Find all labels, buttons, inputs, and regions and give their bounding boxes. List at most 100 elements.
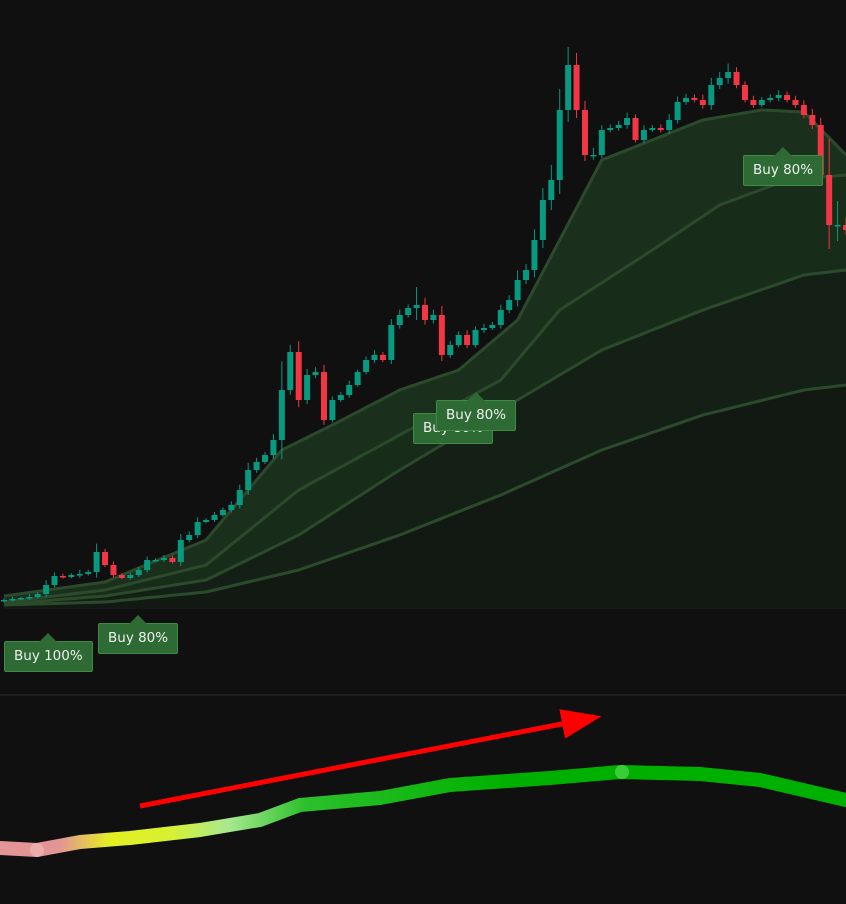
- candle-body: [624, 118, 631, 125]
- candlestick-series: [1, 47, 846, 603]
- candle: [699, 94, 706, 109]
- candle-body: [725, 72, 732, 78]
- candle-body: [278, 390, 285, 440]
- candle-body: [489, 325, 496, 328]
- candle-body: [674, 102, 681, 120]
- candle: [388, 319, 395, 364]
- buy-signal-label: Buy 80%: [436, 392, 517, 431]
- candle-body: [506, 300, 513, 310]
- candle-body: [388, 325, 395, 360]
- candle-body: [236, 490, 243, 505]
- candle: [607, 124, 614, 133]
- band-line-3: [3, 383, 846, 607]
- candle: [826, 139, 833, 249]
- candle: [329, 396, 336, 423]
- candle-body: [691, 98, 698, 100]
- candle: [733, 67, 740, 89]
- candle-body: [371, 355, 378, 360]
- candle-body: [767, 98, 774, 100]
- candle-body: [548, 180, 555, 200]
- candle-body: [523, 270, 530, 280]
- candle-body: [615, 125, 622, 128]
- candle-body: [430, 315, 437, 320]
- candle: [640, 125, 647, 144]
- candle: [118, 573, 125, 580]
- buy-signal-label: Buy 80%: [98, 615, 179, 654]
- candle-body: [834, 225, 841, 227]
- candle-body: [800, 105, 807, 115]
- candle: [767, 94, 774, 103]
- candle-body: [354, 372, 361, 385]
- candle: [228, 501, 235, 513]
- candle-body: [186, 535, 193, 540]
- candle-body: [455, 335, 462, 345]
- candle-body: [497, 310, 504, 325]
- candle-body: [363, 360, 370, 372]
- candle-body: [708, 85, 715, 105]
- candle: [523, 264, 530, 284]
- candle: [758, 97, 765, 107]
- candle: [506, 295, 513, 314]
- candle-body: [792, 100, 799, 105]
- candle-body: [304, 375, 311, 400]
- candle: [85, 569, 92, 576]
- candle-body: [573, 65, 580, 110]
- candle: [422, 297, 428, 325]
- candle: [34, 592, 41, 599]
- candle-body: [480, 328, 487, 330]
- candle: [792, 95, 799, 108]
- candle: [354, 369, 361, 387]
- candle: [657, 124, 664, 133]
- candle: [304, 369, 311, 404]
- candle-body: [194, 522, 201, 535]
- candle-body: [405, 308, 412, 315]
- candle: [295, 341, 302, 408]
- candle-body: [253, 462, 260, 470]
- candle: [514, 270, 521, 307]
- candle-body: [809, 115, 816, 125]
- candle: [413, 287, 420, 320]
- candle: [371, 350, 378, 364]
- candle: [1, 598, 7, 603]
- candle: [102, 549, 109, 567]
- candle: [565, 47, 572, 122]
- candle-body: [329, 400, 336, 420]
- candle-body: [93, 552, 100, 572]
- candle: [716, 72, 723, 89]
- candle: [489, 322, 496, 330]
- candle-body: [110, 565, 117, 575]
- candle: [236, 484, 243, 509]
- candle: [51, 572, 58, 588]
- candle-body: [438, 315, 445, 355]
- candle: [320, 364, 327, 425]
- candle-body: [1, 600, 7, 602]
- candle: [245, 462, 252, 495]
- candle: [43, 580, 50, 598]
- candle-body: [514, 280, 521, 300]
- candle-body: [76, 574, 83, 576]
- candle: [160, 555, 167, 562]
- candle: [834, 201, 841, 241]
- candle-body: [102, 552, 109, 565]
- candle-body: [245, 470, 252, 490]
- candle: [649, 125, 656, 132]
- candle: [843, 217, 846, 235]
- band-line-2: [3, 268, 846, 606]
- candle-body: [337, 395, 344, 400]
- candle: [809, 109, 816, 129]
- candle: [194, 517, 201, 539]
- candle: [211, 512, 218, 522]
- candle: [135, 567, 142, 577]
- candle-body: [379, 355, 386, 360]
- candle: [203, 518, 210, 524]
- candle-body: [539, 200, 546, 240]
- trend-arrow: [139, 709, 602, 809]
- candle-body: [34, 594, 41, 597]
- candle: [674, 96, 681, 124]
- candle: [363, 356, 370, 375]
- candle-body: [598, 130, 605, 155]
- candle-body: [657, 128, 664, 130]
- candle-body: [556, 110, 563, 180]
- candle-body: [422, 305, 428, 320]
- candle: [775, 90, 782, 102]
